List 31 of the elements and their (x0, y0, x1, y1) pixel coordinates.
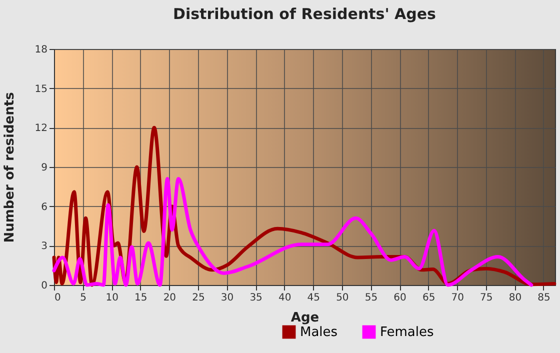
x-tick-label: 60 (394, 292, 406, 304)
y-tick-label: 15 (34, 84, 48, 95)
x-tick-label: 55 (364, 292, 378, 304)
legend-label: Males (300, 325, 338, 340)
y-tick-label: 6 (41, 202, 48, 213)
y-tick-label: 18 (34, 44, 48, 56)
x-tick-label: 80 (508, 292, 522, 304)
x-tick-label: 85 (538, 292, 550, 304)
x-tick-label: 70 (451, 292, 464, 304)
y-axis-title: Number of residents (2, 92, 18, 243)
x-tick-label: 40 (278, 292, 292, 304)
y-tick-label: 9 (41, 162, 48, 174)
x-tick-label: 10 (106, 292, 118, 304)
chart-title: Distribution of Residents' Ages (173, 5, 436, 23)
x-tick-label: 50 (336, 292, 349, 304)
y-tick-label: 12 (34, 123, 48, 134)
legend-label: Females (380, 325, 434, 340)
x-tick-label: 15 (134, 292, 148, 304)
y-tick-label: 3 (41, 241, 48, 252)
x-tick-label: 35 (250, 292, 262, 304)
x-tick-label: 20 (163, 292, 176, 304)
x-tick-label: 75 (480, 292, 493, 304)
x-tick-label: 45 (307, 292, 320, 304)
x-tick-label: 0 (54, 292, 61, 304)
x-tick-label: 65 (422, 292, 436, 304)
x-tick-label: 30 (220, 292, 234, 304)
x-axis-title: Age (290, 310, 320, 326)
y-tick-label: 0 (41, 280, 48, 292)
x-tick-label: 25 (192, 292, 205, 304)
line-series (52, 177, 534, 287)
x-tick-label: 5 (80, 292, 86, 304)
